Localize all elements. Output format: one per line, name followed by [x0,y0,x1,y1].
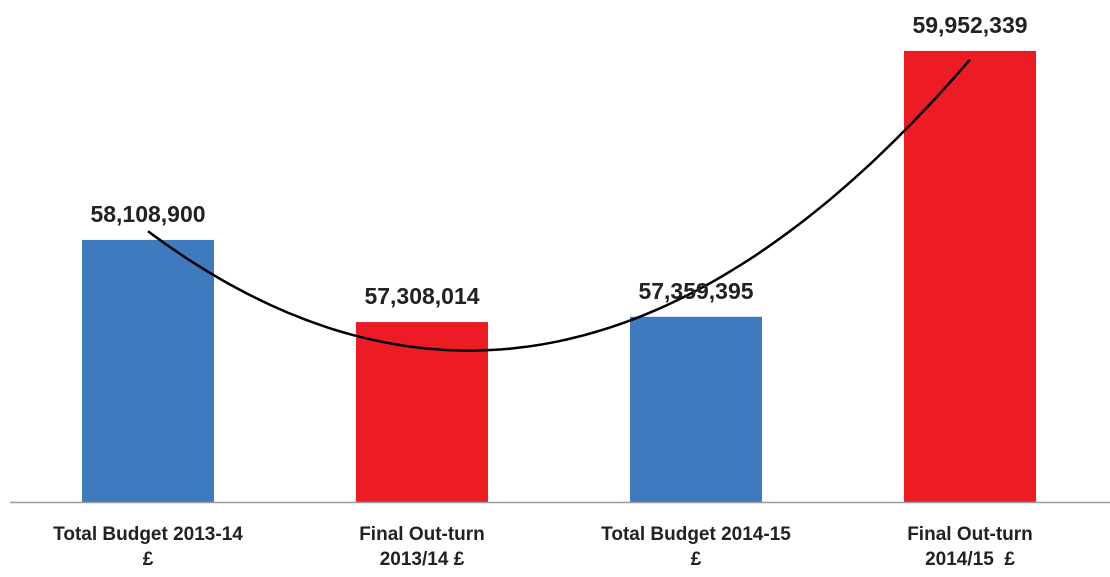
value-label: 58,108,900 [90,201,205,227]
x-tick-label: 2014/15 £ [925,549,1015,570]
x-tick-label: 2013/14 £ [380,549,465,570]
bar [904,50,1036,502]
x-tick-label: Total Budget 2013-14 [53,524,243,545]
x-tick-label: Final Out-turn [359,524,485,545]
x-tick-label: £ [691,549,702,570]
value-label: 57,308,014 [364,283,479,309]
x-tick-label: Total Budget 2014-15 [601,524,791,545]
bar [356,322,488,502]
bar [82,239,214,502]
trendline [147,58,971,352]
value-label: 57,359,395 [638,278,753,304]
x-tick-label: £ [143,549,154,570]
bar [630,316,762,502]
x-tick-label: Final Out-turn [907,524,1033,545]
value-label: 59,952,339 [912,12,1027,38]
